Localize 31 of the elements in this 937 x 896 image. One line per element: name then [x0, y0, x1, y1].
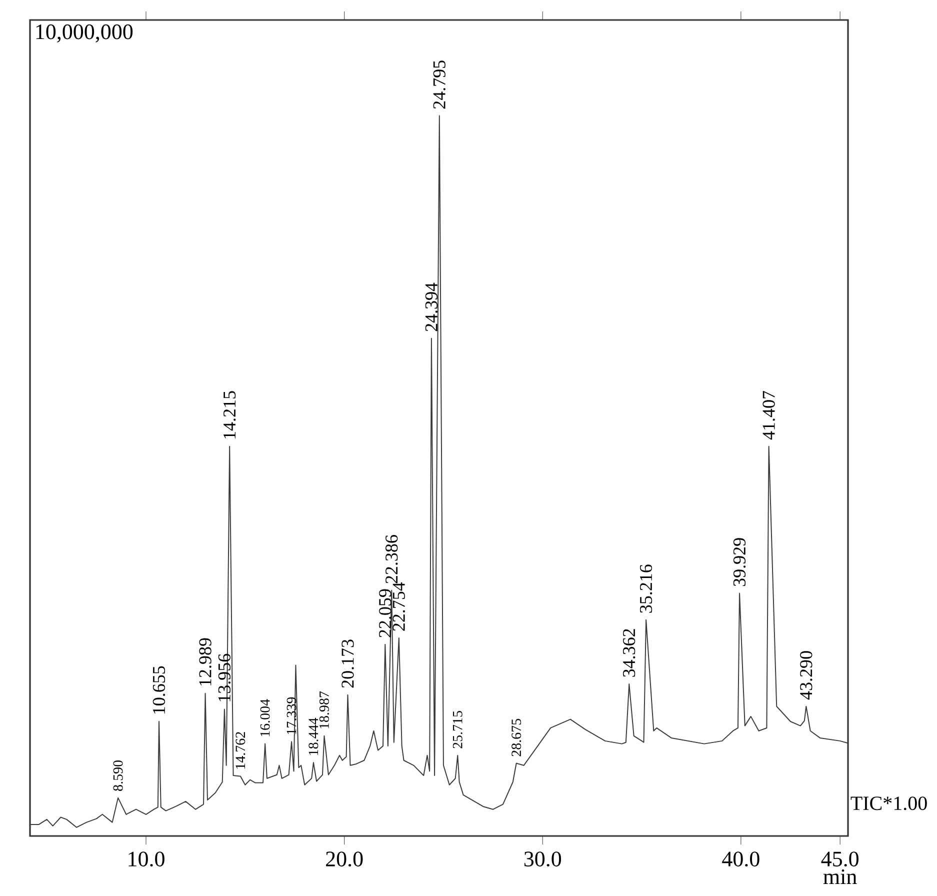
annotation: 16.004 [260, 699, 270, 736]
annotation: 34.362 [623, 629, 636, 677]
annotation: 41.407 [762, 390, 775, 440]
annotation: 14.215 [224, 391, 236, 438]
annotation: 24.795 [433, 60, 446, 109]
text: 10,000,000 [36, 24, 133, 42]
annotation: 18.444 [308, 718, 318, 755]
annotation: 35.216 [640, 564, 652, 613]
annotation: 13.956 [218, 654, 231, 702]
annotation: 22.386 [386, 535, 398, 584]
x-tick-label: 20.0 [326, 852, 363, 867]
annotation: 10.655 [152, 666, 166, 714]
annotation: 28.675 [512, 718, 522, 756]
annotation: 39.929 [733, 538, 746, 586]
x-tick-label: 10.0 [128, 852, 164, 867]
annotation: 22.059 [379, 589, 392, 638]
annotation: 14.762 [236, 732, 246, 769]
annotation: 18.987 [319, 691, 329, 728]
x-axis-title: min [823, 869, 857, 884]
annotation: 8.590 [113, 760, 123, 791]
annotation: 20.173 [342, 640, 354, 688]
x-tick-label: 40.0 [722, 852, 760, 867]
x-tick-label: 30.0 [524, 852, 562, 867]
text: TIC*1.00 [850, 796, 927, 810]
annotation: 12.989 [199, 638, 212, 686]
annotation: 43.290 [800, 651, 812, 700]
annotation: 17.339 [286, 697, 296, 734]
annotation: 22.754 [392, 582, 406, 631]
annotation: 24.394 [425, 282, 438, 332]
x-tick-label: 45.0 [821, 852, 858, 867]
annotation: 25.715 [452, 710, 462, 748]
